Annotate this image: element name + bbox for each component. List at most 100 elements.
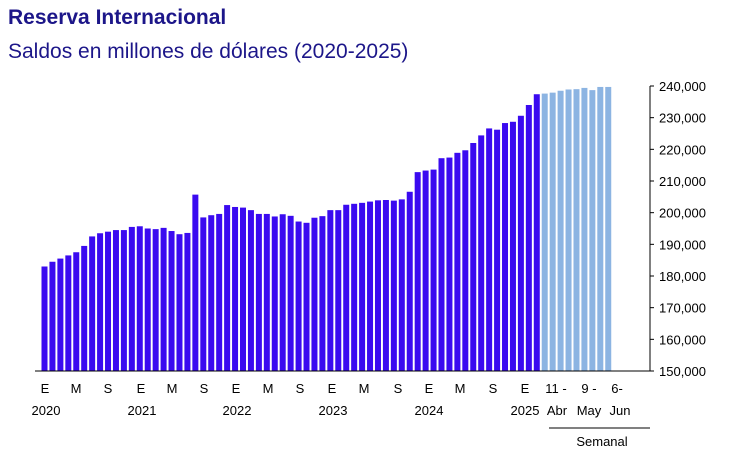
x-tick-label: 9 -: [581, 381, 596, 396]
x-tick-label: M: [71, 381, 82, 396]
bar-monthly: [112, 230, 119, 371]
x-tick-label: E: [41, 381, 50, 396]
chart-subtitle: Saldos en millones de dólares (2020-2025…: [8, 40, 409, 63]
x-tick-label: E: [425, 381, 434, 396]
bar-monthly: [152, 229, 159, 371]
bar-monthly: [168, 231, 175, 371]
chart-title: Reserva Internacional: [8, 6, 227, 29]
bar-monthly: [176, 234, 183, 371]
bar-monthly: [144, 228, 151, 371]
bar-monthly: [65, 255, 72, 371]
x-tick-label: S: [104, 381, 113, 396]
bar-monthly: [414, 172, 421, 371]
bar-weekly: [597, 86, 604, 371]
bar-monthly: [255, 213, 262, 371]
y-tick-label: 210,000: [659, 174, 706, 189]
y-tick-label: 190,000: [659, 237, 706, 252]
bar-monthly: [390, 200, 397, 371]
bar-monthly: [470, 143, 477, 371]
bar-monthly: [97, 233, 104, 371]
bar-monthly: [398, 199, 405, 371]
bar-monthly: [335, 210, 342, 371]
bar-monthly: [502, 123, 509, 371]
x-tick-label: E: [521, 381, 530, 396]
y-tick-label: 180,000: [659, 269, 706, 284]
y-tick-label: 220,000: [659, 142, 706, 157]
bar-monthly: [351, 203, 358, 371]
bar-monthly: [327, 210, 334, 371]
bar-weekly: [565, 89, 572, 371]
bar-monthly: [287, 215, 294, 371]
bar-monthly: [279, 214, 286, 371]
bar-monthly: [462, 150, 469, 371]
bar-monthly: [486, 128, 493, 371]
bar-monthly: [57, 258, 64, 371]
bar-monthly: [263, 213, 270, 371]
x-tick-label: 6-: [611, 381, 623, 396]
x-tick-label: E: [328, 381, 337, 396]
bar-monthly: [295, 221, 302, 371]
bar-monthly: [224, 205, 231, 371]
x-tick-label: E: [232, 381, 241, 396]
bar-monthly: [208, 215, 215, 371]
x-tick-label: S: [394, 381, 403, 396]
x-year-label: 2020: [32, 403, 61, 418]
bar-monthly: [105, 231, 112, 371]
x-year-label: 2024: [415, 403, 444, 418]
bar-monthly: [367, 201, 374, 371]
bar-monthly: [446, 157, 453, 371]
bar-monthly: [247, 210, 254, 371]
x-tick-label: S: [489, 381, 498, 396]
bar-monthly: [192, 194, 199, 371]
bar-monthly: [232, 206, 239, 371]
bar-monthly: [89, 236, 96, 371]
bar-monthly: [271, 216, 278, 371]
y-axis-ticks: 240,000 230,000 220,000 210,000 200,000 190,0…: [650, 79, 706, 379]
bar-weekly: [557, 90, 564, 371]
x-year-label: May: [577, 403, 602, 418]
bar-monthly: [343, 204, 350, 371]
bar-monthly: [216, 213, 223, 371]
bar-weekly: [573, 89, 580, 372]
x-year-label: 2021: [128, 403, 157, 418]
x-axis-ticks: E M S E M S E M S E M S E M S E 11 - 9 - 6- 2020 2021 2022 202…: [32, 381, 631, 418]
x-year-label: Jun: [610, 403, 631, 418]
bar-monthly: [81, 245, 88, 371]
bar-monthly: [533, 94, 540, 371]
weekly-bracket: Semanal: [549, 427, 650, 449]
bar-monthly: [438, 158, 445, 371]
bar-monthly: [303, 222, 310, 371]
bar-weekly: [605, 86, 612, 371]
bar-monthly: [509, 121, 516, 371]
bar-monthly: [454, 152, 461, 371]
x-tick-label: S: [296, 381, 305, 396]
x-year-label: 2022: [223, 403, 252, 418]
bar-monthly: [494, 129, 501, 371]
y-tick-label: 240,000: [659, 79, 706, 94]
bar-weekly: [589, 90, 596, 372]
y-tick-label: 160,000: [659, 332, 706, 347]
bar-monthly: [311, 217, 318, 371]
bar-monthly: [160, 227, 167, 371]
bar-monthly: [73, 252, 80, 371]
y-tick-label: 150,000: [659, 364, 706, 379]
y-tick-label: 170,000: [659, 301, 706, 316]
bar-monthly: [41, 266, 48, 371]
bar-monthly: [136, 226, 143, 371]
bar-monthly: [184, 232, 191, 371]
weekly-bracket-label: Semanal: [576, 434, 627, 449]
x-tick-label: 11 -: [545, 381, 566, 396]
bar-monthly: [382, 200, 389, 371]
y-tick-label: 200,000: [659, 206, 706, 221]
x-tick-label: M: [359, 381, 370, 396]
bar-monthly: [200, 217, 207, 371]
x-tick-label: E: [137, 381, 146, 396]
y-tick-label: 230,000: [659, 111, 706, 126]
bar-monthly: [422, 170, 429, 371]
x-tick-label: M: [455, 381, 466, 396]
bar-weekly: [581, 87, 588, 372]
bar-weekly: [541, 93, 548, 371]
bar-weekly: [549, 92, 556, 372]
bar-monthly: [240, 207, 246, 371]
